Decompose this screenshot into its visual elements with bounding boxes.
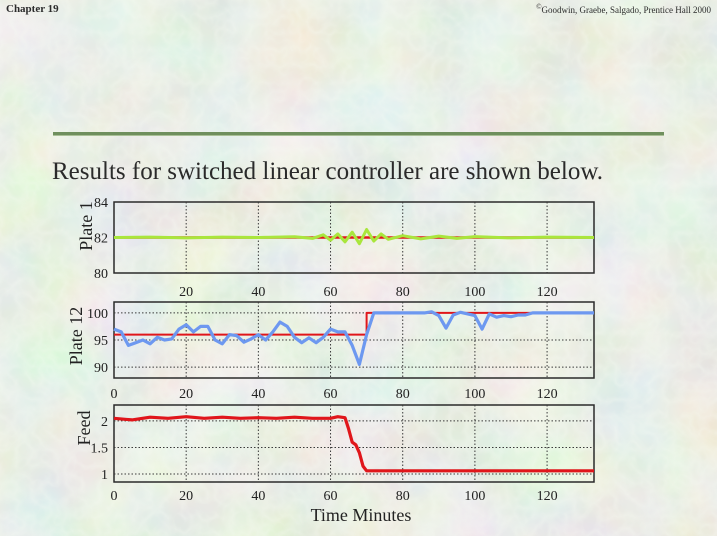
y-axis-label: Feed <box>74 411 94 446</box>
series-line-feed <box>113 415 594 473</box>
x-tick-label: 100 <box>464 489 485 504</box>
y-tick-label: 82 <box>94 232 108 247</box>
y-tick-label: 90 <box>94 361 108 376</box>
x-tick-label: 20 <box>179 387 193 402</box>
x-tick-label: 80 <box>396 387 410 402</box>
x-tick-label: 120 <box>537 489 558 504</box>
y-tick-label: 80 <box>94 267 108 282</box>
x-tick-label: 120 <box>537 387 558 402</box>
x-tick-label: 100 <box>464 387 485 402</box>
series-line-plate-12-temperature <box>113 310 594 366</box>
chart-panel-3: 0 20 40 60 80 100 120 1 1.5 2 Feed Time Minutes <box>74 404 595 525</box>
x-tick-label: 40 <box>251 387 265 402</box>
y-tick-label: 1 <box>101 468 108 483</box>
x-tick-label: 20 <box>179 285 193 300</box>
y-tick-label: 2 <box>101 415 108 430</box>
x-tick-label: 0 <box>111 489 118 504</box>
y-tick-label: 84 <box>94 196 108 211</box>
y-axis-label: Plate 1 <box>76 201 96 251</box>
x-tick-label: 80 <box>396 489 410 504</box>
x-tick-label: 0 <box>111 387 118 402</box>
copyright-notice: ©Goodwin, Graebe, Salgado, Prentice Hall… <box>536 3 711 15</box>
chapter-label: Chapter 19 <box>6 3 59 15</box>
x-tick-label: 60 <box>324 489 338 504</box>
x-tick-label: 120 <box>537 285 558 300</box>
x-tick-label: 20 <box>179 489 193 504</box>
series-line-plate-1-temperature <box>113 228 595 246</box>
title-divider <box>53 132 664 136</box>
y-tick-label: 1.5 <box>91 441 109 456</box>
x-axis-label: Time Minutes <box>311 505 412 525</box>
copyright-symbol: © <box>536 3 542 11</box>
x-tick-label: 40 <box>251 489 265 504</box>
x-tick-label: 40 <box>251 285 265 300</box>
x-tick-label: 80 <box>396 285 410 300</box>
y-axis-label: Plate 12 <box>66 307 86 366</box>
slide-heading: Results for switched linear controller a… <box>52 158 604 185</box>
y-tick-label: 100 <box>87 307 108 322</box>
copyright-text: Goodwin, Graebe, Salgado, Prentice Hall … <box>541 5 711 15</box>
x-tick-label: 60 <box>324 285 338 300</box>
plot-frame <box>113 404 595 483</box>
x-tick-label: 60 <box>324 387 338 402</box>
x-tick-label: 100 <box>464 285 485 300</box>
y-tick-label: 95 <box>94 334 108 349</box>
